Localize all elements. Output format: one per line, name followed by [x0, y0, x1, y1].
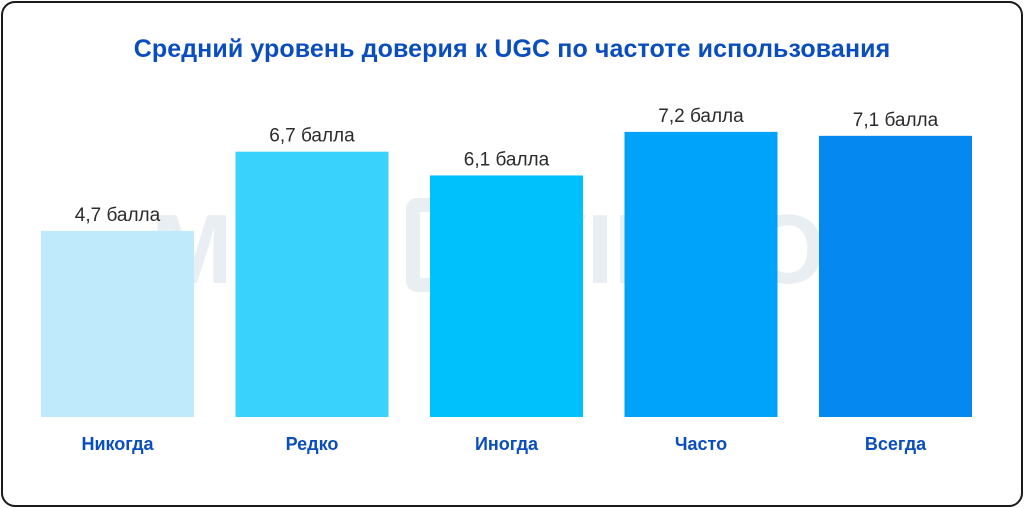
- bar-4: [624, 131, 778, 417]
- bar-value-label: 7,2 балла: [658, 106, 744, 127]
- bar-value-label: 6,7 балла: [269, 126, 355, 147]
- category-label: Редко: [286, 434, 339, 454]
- bar-2: [235, 151, 389, 417]
- bar-value-label: 6,1 балла: [464, 149, 550, 170]
- category-label: Часто: [675, 434, 727, 454]
- category-label: Иногда: [475, 434, 539, 454]
- bar-chart: 4,7 балла Никогда 6,7 балла Редко 6,1 балла И…: [41, 106, 972, 454]
- bar-3: [430, 175, 583, 417]
- category-label: Никогда: [81, 434, 154, 454]
- category-label: Всегда: [865, 434, 927, 454]
- bar-1: [41, 230, 194, 417]
- bar-5: [819, 135, 972, 417]
- chart-title: Средний уровень доверия к UGC по частоте…: [133, 35, 891, 63]
- bar-value-label: 7,1 балла: [853, 110, 939, 131]
- bar-value-label: 4,7 балла: [75, 205, 161, 226]
